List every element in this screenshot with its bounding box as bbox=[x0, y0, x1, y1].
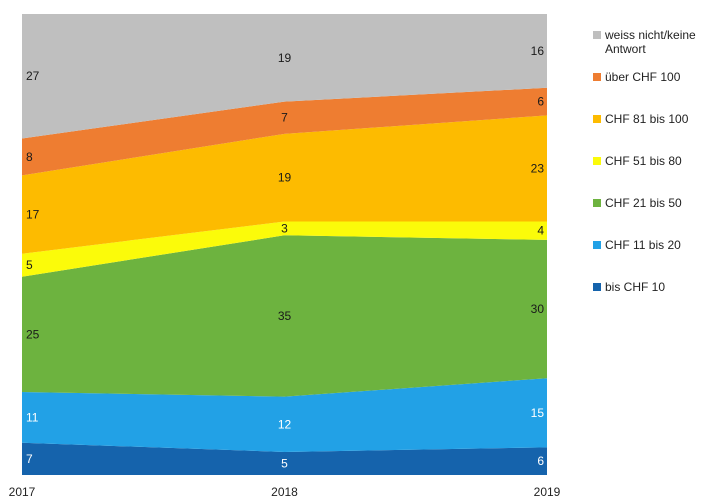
legend-label: CHF 81 bis 100 bbox=[605, 112, 689, 126]
area-bis-chf-10 bbox=[22, 442, 547, 475]
legend-label: CHF 11 bis 20 bbox=[605, 238, 681, 252]
area-chf-21-bis-50 bbox=[22, 235, 547, 397]
data-label: 23 bbox=[531, 161, 545, 175]
legend-label: über CHF 100 bbox=[605, 70, 681, 84]
data-label: 7 bbox=[281, 111, 288, 125]
data-label: 3 bbox=[281, 221, 288, 235]
data-label: 15 bbox=[531, 406, 545, 420]
x-tick-label: 2017 bbox=[9, 485, 36, 499]
data-label: 19 bbox=[278, 51, 292, 65]
legend-label: CHF 51 bis 80 bbox=[605, 154, 682, 168]
data-label-layer: 7 5 6 11 12 15 25 35 30 5 3 4 17 19 23 8 7 6 27 19 16 bbox=[26, 44, 544, 471]
data-label: 35 bbox=[278, 309, 292, 323]
legend-swatch bbox=[593, 115, 601, 123]
data-label: 30 bbox=[531, 302, 545, 316]
area-chf-11-bis-20 bbox=[22, 378, 547, 452]
data-label: 4 bbox=[537, 224, 544, 238]
area-layer bbox=[22, 14, 547, 475]
legend-swatch bbox=[593, 199, 601, 207]
area--ber-chf-100 bbox=[22, 87, 547, 176]
legend-swatch bbox=[593, 283, 601, 291]
x-tick-label: 2019 bbox=[534, 485, 561, 499]
data-label: 8 bbox=[26, 150, 33, 164]
data-label: 7 bbox=[26, 452, 33, 466]
area-weiss-nicht-keine-antwort bbox=[22, 14, 547, 139]
legend-swatch bbox=[593, 73, 601, 81]
x-axis: 2017 2018 2019 bbox=[9, 485, 561, 499]
data-label: 6 bbox=[537, 454, 544, 468]
data-label: 19 bbox=[278, 171, 292, 185]
legend-label: CHF 21 bis 50 bbox=[605, 196, 682, 210]
legend-label: bis CHF 10 bbox=[605, 280, 665, 294]
data-label: 11 bbox=[26, 410, 39, 424]
data-label: 12 bbox=[278, 417, 292, 431]
data-label: 27 bbox=[26, 69, 40, 83]
data-label: 17 bbox=[26, 208, 40, 222]
legend-swatch bbox=[593, 157, 601, 165]
area-chf-51-bis-80 bbox=[22, 221, 547, 277]
data-label: 5 bbox=[281, 456, 288, 470]
data-label: 5 bbox=[26, 258, 33, 272]
data-label: 25 bbox=[26, 327, 40, 341]
legend-swatch bbox=[593, 31, 601, 39]
data-label: 6 bbox=[537, 95, 544, 109]
legend: weiss nicht/keine Antwort über CHF 100 CHF … bbox=[593, 28, 696, 294]
legend-swatch bbox=[593, 241, 601, 249]
x-tick-label: 2018 bbox=[271, 485, 298, 499]
area-chf-81-bis-100 bbox=[22, 115, 547, 254]
data-label: 16 bbox=[531, 44, 545, 58]
legend-label: weiss nicht/keine Antwort bbox=[604, 28, 696, 56]
